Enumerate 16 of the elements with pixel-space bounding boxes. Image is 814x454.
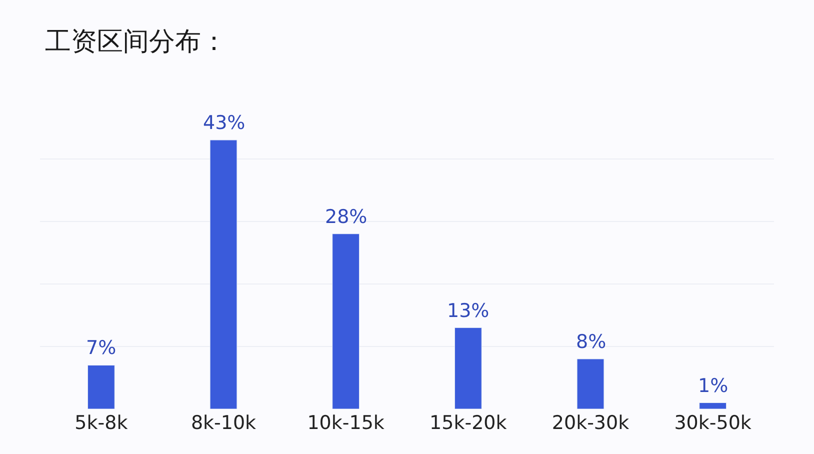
x-tick-label: 8k-10k — [190, 412, 256, 434]
data-label: 8% — [576, 331, 606, 353]
bar — [699, 402, 727, 409]
data-label: 13% — [447, 300, 490, 322]
x-tick-label: 20k-30k — [552, 412, 630, 434]
x-tick-label: 30k-50k — [674, 412, 752, 434]
bar — [87, 364, 115, 409]
data-label: 28% — [325, 206, 368, 228]
x-tick-label: 15k-20k — [430, 412, 507, 434]
x-tick-label: 5k-8k — [74, 412, 128, 434]
data-label: 1% — [698, 375, 728, 397]
data-label: 43% — [203, 112, 246, 134]
data-label: 7% — [86, 337, 116, 359]
bar — [576, 358, 604, 409]
x-tick-label: 10k-15k — [307, 412, 384, 434]
chart-title: 工资区间分布： — [44, 26, 227, 57]
